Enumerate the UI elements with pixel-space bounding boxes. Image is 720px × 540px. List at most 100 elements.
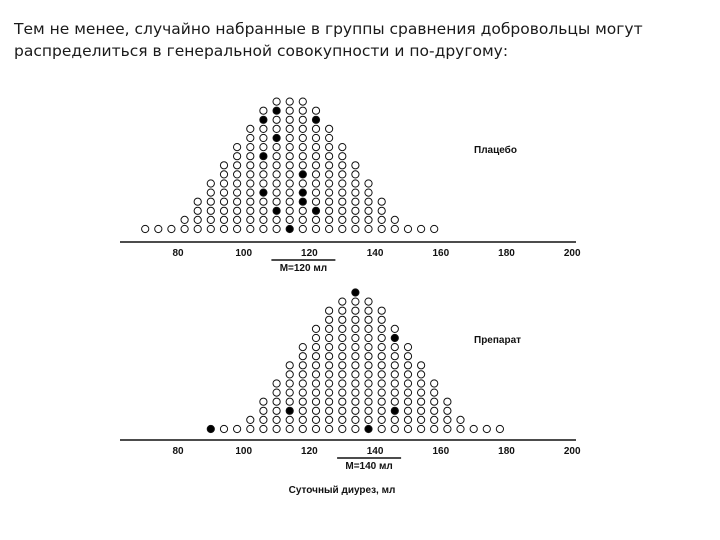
dot — [364, 315, 373, 324]
filled-dot — [390, 333, 399, 343]
dot — [259, 206, 268, 215]
dot — [311, 324, 321, 333]
dot — [219, 206, 229, 215]
dot — [430, 388, 439, 397]
filled-dot — [272, 106, 281, 115]
dot — [285, 415, 294, 424]
dot — [443, 424, 452, 434]
dot — [364, 361, 373, 370]
dot — [390, 361, 399, 370]
dot — [311, 361, 321, 370]
dot — [443, 397, 452, 406]
tick-label: 100 — [235, 446, 252, 457]
dot — [430, 415, 439, 424]
dot — [311, 179, 321, 188]
dot — [417, 415, 426, 424]
dot — [417, 397, 426, 406]
dot — [259, 106, 268, 115]
dot — [311, 388, 321, 397]
dot — [364, 388, 373, 397]
dot — [272, 115, 281, 124]
dot — [285, 115, 294, 124]
dot — [325, 397, 334, 406]
dot — [364, 206, 373, 215]
filled-dot — [259, 152, 268, 161]
dot — [246, 206, 255, 215]
dot — [338, 306, 347, 315]
dot — [285, 379, 294, 388]
dot — [219, 188, 229, 197]
dot — [364, 379, 373, 388]
tick-label: 180 — [498, 446, 515, 457]
dot — [443, 415, 452, 424]
filled-dot — [272, 206, 281, 215]
dot — [233, 424, 242, 434]
dot — [377, 388, 386, 397]
dot — [390, 215, 399, 224]
dot — [285, 370, 294, 379]
axis-caption: Суточный диурез, мл — [289, 485, 396, 496]
dot — [364, 188, 373, 197]
dot — [311, 197, 321, 206]
dot — [338, 170, 347, 179]
dot — [285, 143, 294, 152]
filled-dot — [298, 170, 307, 179]
dot — [443, 406, 452, 415]
heading: Тем не менее, случайно набранные в групп… — [14, 18, 704, 62]
dot — [338, 152, 347, 161]
placebo-dots — [141, 97, 439, 234]
dot — [377, 352, 386, 361]
dot — [390, 370, 399, 379]
dot — [233, 161, 242, 170]
dot — [377, 206, 386, 215]
dot — [298, 415, 307, 424]
dot — [351, 388, 360, 397]
dot — [364, 415, 373, 424]
dot — [403, 370, 413, 379]
dot — [311, 224, 321, 234]
dot — [403, 415, 413, 424]
dot — [417, 424, 426, 434]
dot — [325, 324, 334, 333]
dot — [364, 224, 373, 234]
dot — [259, 415, 268, 424]
dot — [338, 206, 347, 215]
dot — [311, 215, 321, 224]
dot — [338, 143, 347, 152]
dot — [364, 406, 373, 415]
tick-label: 180 — [498, 248, 515, 259]
dot — [259, 179, 268, 188]
tick-label: 120 — [301, 248, 318, 259]
dot — [325, 224, 334, 234]
dot — [311, 106, 321, 115]
dot — [403, 388, 413, 397]
dot — [272, 424, 281, 434]
dot — [298, 124, 307, 133]
dot — [351, 352, 360, 361]
tick-label: 140 — [367, 248, 384, 259]
dot — [377, 397, 386, 406]
dot — [338, 379, 347, 388]
dot — [311, 152, 321, 161]
dot — [219, 424, 229, 434]
dot — [311, 161, 321, 170]
dot — [364, 297, 373, 306]
dot — [259, 124, 268, 133]
dot — [233, 143, 242, 152]
dot — [246, 170, 255, 179]
dot — [298, 424, 307, 434]
dot — [285, 106, 294, 115]
dot — [338, 352, 347, 361]
dot — [206, 206, 215, 215]
dot — [285, 97, 294, 106]
dot — [206, 197, 215, 206]
dot — [325, 170, 334, 179]
dot — [351, 215, 360, 224]
heading-line-2: распределиться в генеральной совокупност… — [14, 42, 509, 60]
dot — [167, 224, 176, 234]
dot — [219, 179, 229, 188]
dot — [154, 224, 163, 234]
dot — [272, 379, 281, 388]
dot — [325, 315, 334, 324]
dot — [338, 179, 347, 188]
